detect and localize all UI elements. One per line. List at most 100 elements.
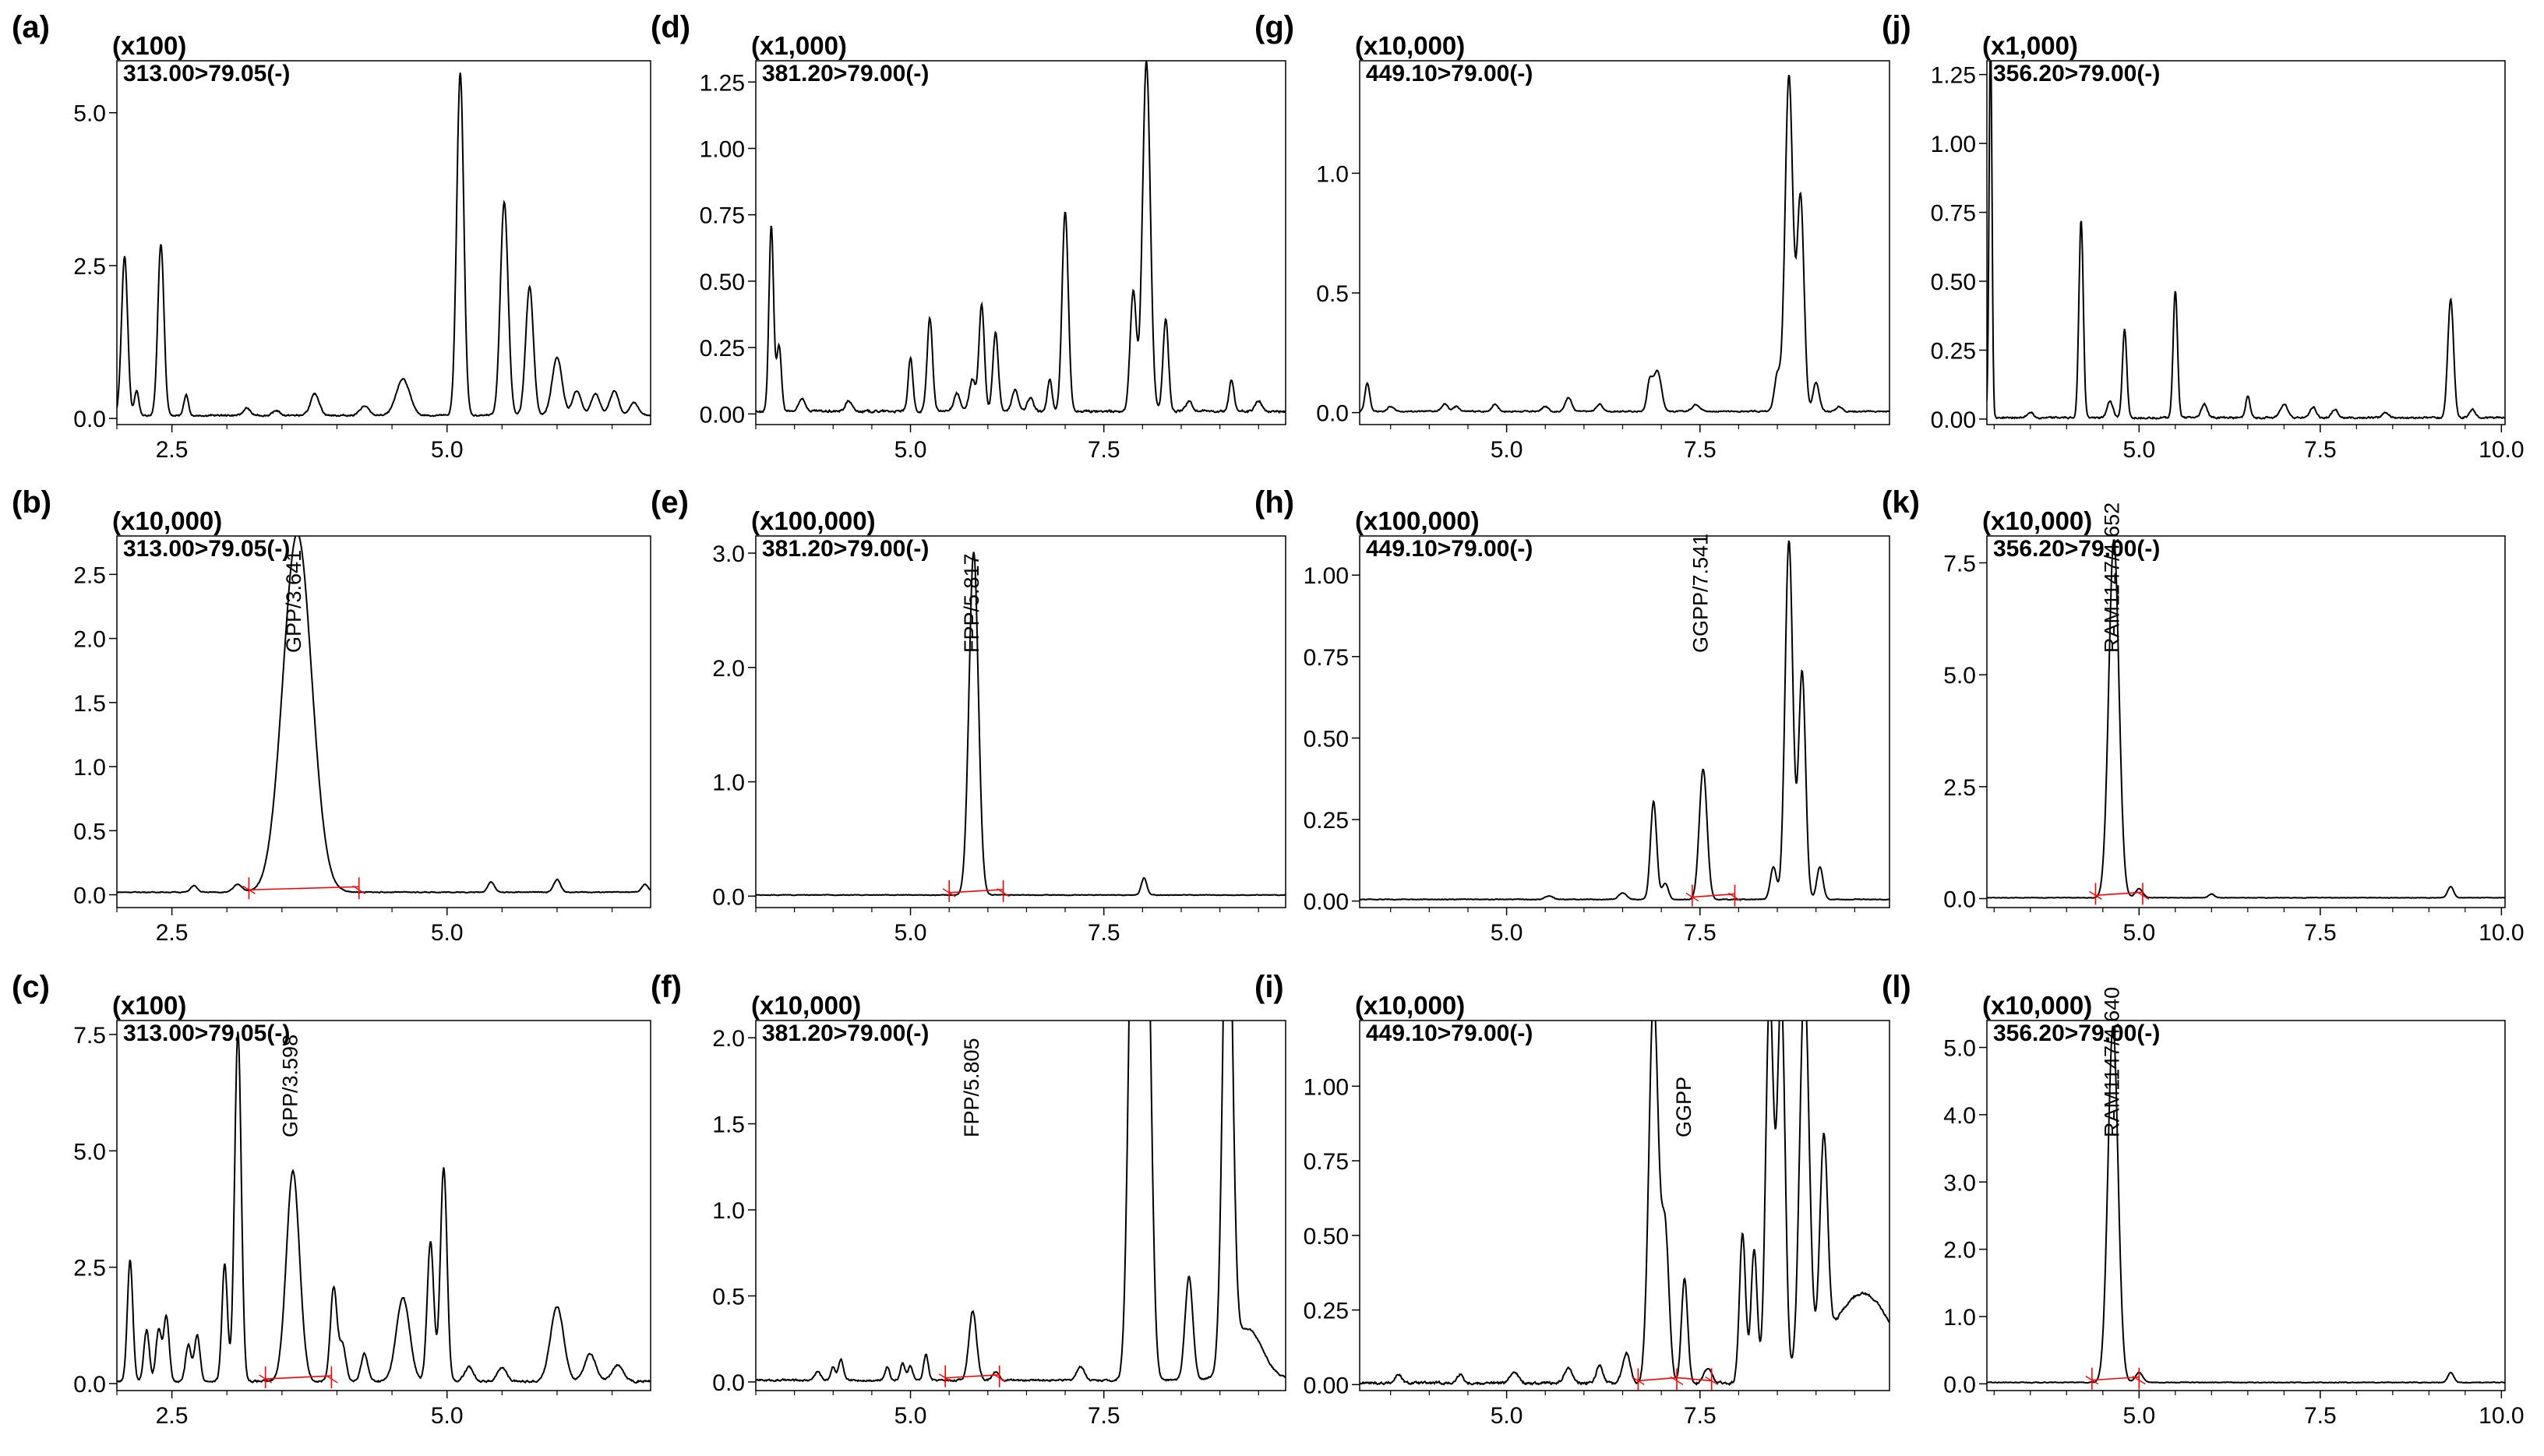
y-tick-label: 7.5 <box>73 1023 106 1049</box>
chromatogram-trace <box>756 61 1286 414</box>
x-tick-label: 5.0 <box>2122 920 2155 946</box>
y-tick-label: 0.00 <box>1304 890 1349 915</box>
x-tick-label: 7.5 <box>2304 437 2337 463</box>
y-tick-label: 2.0 <box>712 656 745 682</box>
chromatogram-trace <box>117 1031 651 1384</box>
y-tick-label: 0.75 <box>1931 201 1976 227</box>
x-tick-label: 5.0 <box>894 437 927 463</box>
y-tick-label: 0.75 <box>1304 1149 1349 1175</box>
y-tick-label: 2.5 <box>73 254 106 280</box>
x-tick-label: 5.0 <box>1491 437 1523 463</box>
panel-a: (a) (x100)313.00>79.05(-) 0.0 2.5 5.0 2.5 5.0 <box>12 10 651 463</box>
mrm-transition: 449.10>79.00(-) <box>1366 536 1533 562</box>
scale-factor: (x10,000) <box>1355 31 1465 60</box>
chromatogram-trace <box>1987 539 2505 899</box>
scale-factor: (x10,000) <box>1355 991 1465 1020</box>
y-tick-label: 1.5 <box>73 691 106 717</box>
y-tick-label: 0.75 <box>700 203 745 229</box>
y-tick-label: 3.0 <box>712 541 745 567</box>
integration-mark <box>2132 1376 2146 1385</box>
panel-label: (i) <box>1254 970 1284 1004</box>
chromatogram-trace <box>1360 1021 1889 1387</box>
plot-frame <box>1359 1020 1890 1391</box>
plot-frame <box>1359 60 1890 425</box>
integration-baseline <box>949 889 1004 894</box>
x-tick-label: 7.5 <box>2304 920 2337 946</box>
y-tick-label: 1.25 <box>1931 63 1976 89</box>
mrm-transition: 381.20>79.00(-) <box>762 61 929 86</box>
x-tick-label: 10.0 <box>2479 1403 2524 1429</box>
integration-mark <box>259 1374 273 1384</box>
y-tick-label: 0.75 <box>1304 645 1349 671</box>
scale-factor: (x10,000) <box>112 506 222 535</box>
y-tick-label: 0.25 <box>1304 808 1349 834</box>
y-tick-label: 5.0 <box>73 1139 106 1165</box>
chromatogram-trace <box>1360 75 1889 414</box>
y-tick-label: 1.0 <box>712 770 745 796</box>
y-tick-label: 0.0 <box>1943 1372 1976 1398</box>
mrm-transition: 356.20>79.00(-) <box>1993 536 2160 562</box>
scale-factor: (x100,000) <box>1355 506 1480 535</box>
panel-d: (d) (x1,000)381.20>79.00(-) 0.00 0.25 0.50 0.… <box>651 10 1286 463</box>
y-tick-label: 1.0 <box>73 755 106 781</box>
integration-baseline <box>265 1375 332 1380</box>
y-tick-label: 0.0 <box>73 883 106 909</box>
y-tick-label: 0.0 <box>73 1372 106 1398</box>
panel-label: (j) <box>1882 10 1911 44</box>
peak-annotation: GPP/3.641 <box>282 550 305 653</box>
chromatogram-trace <box>1987 1025 2505 1384</box>
plot-frame <box>116 60 651 425</box>
y-tick-label: 1.0 <box>1316 161 1349 187</box>
y-tick-label: 7.5 <box>1943 551 1976 576</box>
chromatogram-trace <box>756 552 1286 897</box>
y-tick-label: 0.5 <box>1316 281 1349 307</box>
y-tick-label: 0.50 <box>1304 1224 1349 1250</box>
scale-factor: (x1,000) <box>751 31 847 60</box>
y-tick-label: 1.00 <box>1304 1074 1349 1100</box>
integration-mark <box>325 1374 338 1384</box>
scale-factor: (x10,000) <box>1982 991 2092 1020</box>
x-tick-label: 5.0 <box>1491 920 1523 946</box>
x-tick-label: 5.0 <box>431 437 464 463</box>
y-tick-label: 1.00 <box>1931 132 1976 157</box>
mrm-transition: 449.10>79.00(-) <box>1366 61 1533 86</box>
integration-baseline <box>945 1373 1000 1379</box>
x-tick-label: 2.5 <box>156 437 189 463</box>
scale-factor: (x10,000) <box>1982 506 2092 535</box>
y-tick-label: 0.25 <box>1304 1299 1349 1324</box>
plot-frame <box>1986 60 2506 425</box>
integration-mark <box>997 888 1011 897</box>
chromatogram-trace <box>756 1021 1286 1383</box>
panel-j: (j) (x1,000)356.20>79.00(-) 0.00 0.25 0.50 0.… <box>1882 10 2525 463</box>
x-tick-label: 2.5 <box>156 1403 189 1429</box>
y-tick-label: 1.0 <box>712 1198 745 1224</box>
mrm-transition: 381.20>79.00(-) <box>762 1021 929 1046</box>
peak-annotation: RAM1147/4.640 <box>2100 987 2123 1137</box>
scale-factor: (x10,000) <box>751 991 861 1020</box>
x-tick-label: 7.5 <box>1684 437 1717 463</box>
peak-annotation: GGPP <box>1672 1077 1695 1137</box>
integration-mark <box>2085 1376 2099 1385</box>
integration-mark <box>938 1373 952 1383</box>
integration-baseline <box>1692 893 1735 898</box>
panel-label: (g) <box>1254 10 1294 44</box>
panel-c: (c) (x100)313.00>79.05(-) 0.0 2.5 5.0 7.5 2.5 5… <box>12 970 651 1429</box>
y-tick-label: 4.0 <box>1943 1103 1976 1129</box>
integration-mark <box>2089 890 2102 900</box>
mrm-transition: 313.00>79.05(-) <box>123 1021 290 1046</box>
panel-label: (a) <box>12 10 50 44</box>
plot-frame <box>116 535 651 908</box>
plot-frame <box>116 1020 651 1391</box>
panel-b: (b) (x10,000)313.00>79.05(-) 0.0 0.5 1.0 1.5 2… <box>12 485 651 946</box>
y-tick-label: 0.0 <box>1943 887 1976 913</box>
peak-annotation: FPP/5.805 <box>960 1038 983 1137</box>
panel-label: (b) <box>12 485 51 520</box>
integration-mark <box>1728 892 1741 902</box>
plot-frame <box>1986 535 2506 908</box>
integration-mark <box>1705 1376 1719 1386</box>
panel-label: (k) <box>1882 485 1920 520</box>
mrm-transition: 356.20>79.00(-) <box>1993 1021 2160 1046</box>
x-tick-label: 7.5 <box>1088 1403 1120 1429</box>
y-tick-label: 2.0 <box>1943 1238 1976 1264</box>
x-tick-label: 10.0 <box>2479 920 2524 946</box>
